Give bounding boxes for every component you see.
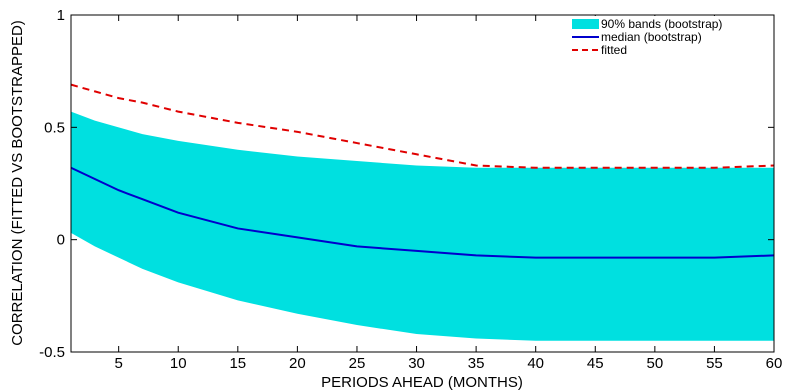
y-tick-label: 1 [57, 7, 65, 24]
x-tick-label: 35 [468, 355, 485, 372]
y-tick-label: -0.5 [39, 344, 65, 361]
y-axis-label: CORRELATION (FITTED VS BOOTSTRAPPED) [9, 20, 26, 346]
y-tick-label: 0.5 [44, 119, 65, 136]
x-tick-label: 15 [229, 355, 246, 372]
plot-frame [70, 14, 775, 353]
tick-layer: 5 10 15 20 25 30 35 40 45 50 55 60 -0.5 0 0.5 1 [39, 7, 782, 372]
x-tick-label: 55 [706, 355, 723, 372]
confidence-band [71, 111, 774, 341]
legend-box [566, 16, 770, 60]
line-layer [70, 83, 775, 259]
legend-label: median (bootstrap) [601, 30, 702, 44]
x-tick-label: 30 [408, 355, 425, 372]
band-layer [71, 111, 774, 341]
x-tick-label: 20 [289, 355, 306, 372]
legend-label: 90% bands (bootstrap) [601, 17, 722, 31]
x-tick-label: 10 [170, 355, 187, 372]
fitted-line [70, 83, 775, 169]
median-line [70, 166, 775, 259]
x-axis-label: PERIODS AHEAD (MONTHS) [321, 374, 523, 391]
legend-label: fitted [601, 43, 627, 57]
legend-swatch-band [572, 19, 599, 29]
x-tick-label: 5 [114, 355, 122, 372]
x-tick-label: 40 [527, 355, 544, 372]
x-tick-label: 25 [349, 355, 366, 372]
y-tick-label: 0 [57, 232, 65, 249]
x-tick-label: 45 [587, 355, 604, 372]
legend: 90% bands (bootstrap)median (bootstrap)f… [566, 16, 770, 60]
x-tick-label: 60 [766, 355, 783, 372]
x-tick-label: 50 [647, 355, 664, 372]
